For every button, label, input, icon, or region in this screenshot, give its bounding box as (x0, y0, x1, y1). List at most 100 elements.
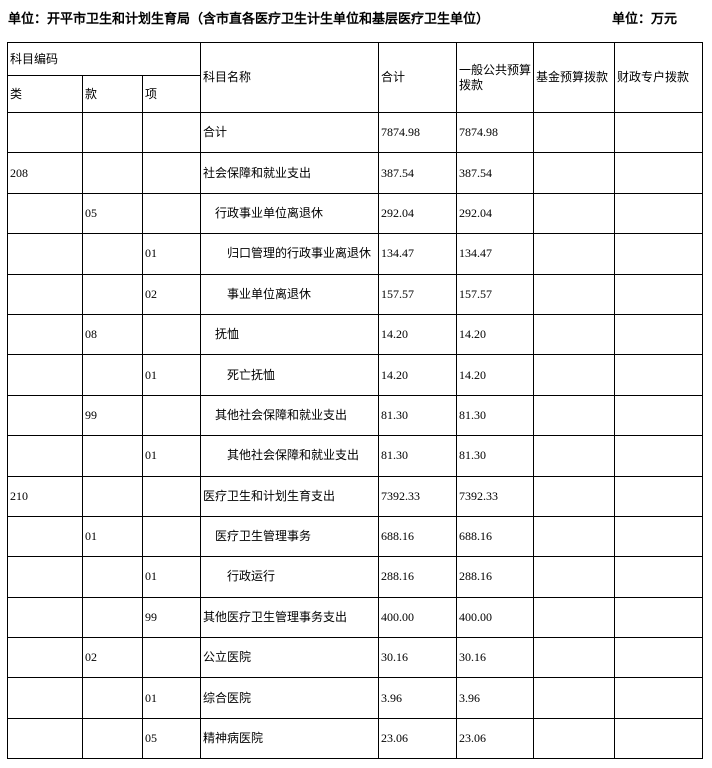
cell-total: 3.96 (378, 677, 458, 719)
cell-total: 688.16 (378, 515, 458, 558)
cell-name: 其他社会保障和就业支出 (200, 435, 380, 477)
cell-general: 3.96 (456, 677, 535, 719)
cell-total: 14.20 (378, 354, 458, 396)
cell-fund (533, 233, 616, 275)
cell-special (614, 435, 704, 477)
header-row-sub: 类 款 项 (7, 75, 703, 113)
cell-fund (533, 435, 616, 477)
header-fund-budget: 基金预算拨款 (533, 42, 616, 113)
cell-xiang: 01 (141, 354, 202, 396)
cell-lei (7, 273, 83, 315)
cell-total: 7874.98 (378, 111, 458, 154)
cell-xiang: 01 (141, 677, 202, 719)
cell-total: 387.54 (378, 152, 458, 194)
cell-xiang: 02 (141, 273, 202, 315)
header-subject-code: 科目编码 (6, 42, 202, 76)
budget-table-body: 合计 7874.98 7874.98 208 社会保障和就业支出 387.54 387.54… (7, 111, 704, 760)
cell-fund (533, 152, 616, 194)
cell-special (614, 111, 704, 154)
cell-fund (533, 475, 616, 517)
table-row: 合计 7874.98 7874.98 (7, 111, 704, 154)
cell-special (614, 313, 704, 356)
header-xiang: 项 (141, 75, 202, 113)
cell-lei (7, 111, 83, 154)
cell-special (614, 637, 704, 679)
cell-xiang (141, 111, 202, 154)
cell-lei (7, 637, 83, 679)
cell-lei: 210 (7, 475, 83, 517)
cell-name: 合计 (200, 111, 380, 154)
cell-name: 社会保障和就业支出 (200, 152, 380, 194)
cell-name: 精神病医院 (200, 717, 380, 760)
cell-name: 死亡抚恤 (200, 354, 380, 396)
cell-xiang: 01 (141, 556, 202, 598)
cell-total: 14.20 (378, 313, 458, 356)
cell-total: 288.16 (378, 556, 458, 598)
cell-general: 7392.33 (456, 475, 535, 517)
cell-special (614, 515, 704, 558)
cell-fund (533, 394, 616, 437)
cell-total: 400.00 (378, 596, 458, 639)
currency-unit-label: 单位：万元 (611, 11, 677, 26)
cell-kuan: 05 (82, 192, 143, 235)
budget-table-header: 科目编码 科目名称 合计 一般公共预算拨款 基金预算拨款 财政专户拨款 类 款 … (6, 42, 704, 113)
cell-total: 7392.33 (378, 475, 458, 517)
cell-lei (7, 556, 83, 598)
cell-general: 688.16 (456, 515, 535, 558)
table-row: 208 社会保障和就业支出 387.54 387.54 (7, 152, 704, 194)
cell-general: 400.00 (456, 596, 535, 639)
cell-name: 其他医疗卫生管理事务支出 (200, 596, 380, 639)
cell-general: 157.57 (456, 273, 535, 315)
header-total: 合计 (378, 42, 458, 113)
cell-lei: 208 (7, 152, 83, 194)
table-row: 99 其他医疗卫生管理事务支出 400.00 400.00 (7, 596, 704, 639)
cell-special (614, 192, 704, 235)
cell-general: 14.20 (456, 354, 535, 396)
cell-total: 134.47 (378, 233, 458, 275)
cell-lei (7, 717, 83, 760)
cell-xiang (141, 192, 202, 235)
cell-special (614, 556, 704, 598)
cell-lei (7, 677, 83, 719)
cell-xiang (141, 515, 202, 558)
cell-name: 公立医院 (200, 637, 380, 679)
header-subject-name: 科目名称 (200, 42, 380, 113)
cell-kuan: 01 (82, 515, 143, 558)
cell-special (614, 394, 704, 437)
cell-special (614, 717, 704, 760)
cell-fund (533, 273, 616, 315)
cell-special (614, 677, 704, 719)
cell-kuan (82, 717, 143, 760)
cell-name: 事业单位离退休 (200, 273, 380, 315)
cell-special (614, 233, 704, 275)
cell-total: 81.30 (378, 435, 458, 477)
cell-fund (533, 596, 616, 639)
cell-special (614, 475, 704, 517)
cell-general: 134.47 (456, 233, 535, 275)
cell-lei (7, 596, 83, 639)
cell-kuan (82, 111, 143, 154)
cell-total: 292.04 (378, 192, 458, 235)
cell-xiang: 01 (141, 233, 202, 275)
cell-kuan (82, 233, 143, 275)
cell-general: 14.20 (456, 313, 535, 356)
table-row: 01 归口管理的行政事业离退休 134.47 134.47 (7, 233, 704, 275)
cell-lei (7, 435, 83, 477)
header-fiscal-special-account: 财政专户拨款 (614, 42, 704, 113)
cell-general: 387.54 (456, 152, 535, 194)
cell-kuan (82, 677, 143, 719)
cell-total: 30.16 (378, 637, 458, 679)
cell-lei (7, 354, 83, 396)
cell-fund (533, 192, 616, 235)
cell-general: 30.16 (456, 637, 535, 679)
cell-name: 医疗卫生管理事务 (200, 515, 380, 558)
cell-total: 81.30 (378, 394, 458, 437)
cell-fund (533, 313, 616, 356)
cell-fund (533, 717, 616, 760)
cell-xiang (141, 394, 202, 437)
cell-special (614, 354, 704, 396)
table-row: 01 行政运行 288.16 288.16 (7, 556, 704, 598)
cell-fund (533, 515, 616, 558)
cell-xiang (141, 637, 202, 679)
cell-xiang (141, 475, 202, 517)
